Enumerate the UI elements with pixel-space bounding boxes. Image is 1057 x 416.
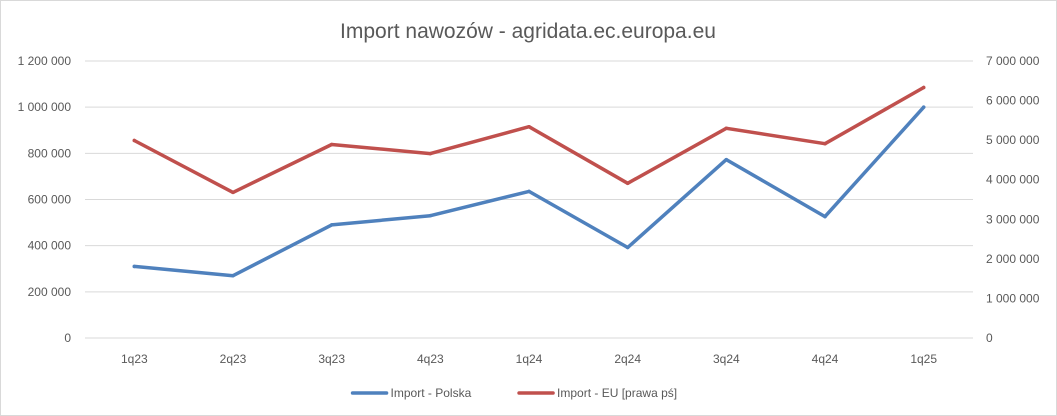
data-point-series-2 — [625, 181, 630, 186]
right-axis-tick-label: 5 000 000 — [986, 133, 1040, 147]
data-point-series-2 — [231, 190, 235, 195]
data-point-series-1 — [329, 223, 334, 227]
right-axis-tick-label: 7 000 000 — [986, 54, 1040, 68]
data-point-series-1 — [428, 213, 433, 218]
data-point-series-1 — [921, 105, 926, 109]
x-axis-tick-label: 2q24 — [614, 352, 641, 366]
data-point-series-1 — [823, 214, 827, 219]
left-axis-tick-label: 1 200 000 — [18, 54, 72, 68]
data-point-series-2 — [921, 85, 926, 90]
right-axis-tick-label: 2 000 000 — [986, 252, 1040, 266]
chart-title: Import nawozów - agridata.ec.europa.eu — [340, 20, 716, 43]
left-axis-tick-label: 400 000 — [28, 239, 72, 253]
right-axis-tick-label: 1 000 000 — [986, 291, 1040, 305]
data-point-series-2 — [132, 138, 137, 143]
left-axis-tick-labels: 0 200 000 400 000 600 000 800 000 1 000 000 1 … — [18, 54, 72, 345]
right-axis-tick-label: 4 000 000 — [986, 173, 1040, 187]
series-lines — [132, 85, 926, 278]
left-axis-tick-label: 600 000 — [28, 193, 72, 207]
series-line-2 — [132, 85, 926, 195]
legend-label-1: Import - Polska — [391, 386, 472, 400]
data-point-series-2 — [329, 142, 334, 147]
right-axis-tick-label: 6 000 000 — [986, 94, 1040, 108]
data-point-series-1 — [625, 245, 630, 250]
x-axis-tick-label: 1q24 — [516, 352, 543, 366]
left-axis-tick-label: 800 000 — [28, 146, 72, 160]
data-point-series-1 — [724, 157, 729, 162]
right-axis-tick-labels: 0 1 000 000 2 000 000 3 000 000 4 000 000 5 0… — [986, 54, 1040, 345]
x-axis-tick-label: 3q23 — [318, 352, 345, 366]
data-point-series-2 — [428, 151, 433, 156]
right-axis-tick-label: 3 000 000 — [986, 212, 1040, 226]
left-axis-tick-label: 0 — [64, 331, 71, 345]
x-axis-tick-label: 3q24 — [713, 352, 740, 366]
x-axis-tick-label: 4q23 — [417, 352, 444, 366]
x-axis-tick-label: 1q25 — [910, 352, 937, 366]
data-point-series-2 — [823, 141, 827, 146]
left-axis-tick-label: 200 000 — [28, 285, 72, 299]
x-axis-tick-label: 1q23 — [121, 352, 148, 366]
x-axis-tick-labels: 1q23 2q23 3q23 4q23 1q24 2q24 3q24 4q24 1q25 — [121, 352, 937, 366]
legend: Import - Polska Import - EU [prawa pś] — [350, 386, 677, 400]
gridlines — [85, 60, 973, 339]
left-axis-tick-label: 1 000 000 — [18, 100, 72, 114]
data-point-series-1 — [527, 189, 531, 194]
data-point-series-1 — [231, 273, 235, 278]
x-axis-tick-label: 2q23 — [220, 352, 247, 366]
data-point-series-2 — [527, 124, 531, 129]
right-axis-tick-label: 0 — [986, 331, 993, 345]
x-axis-tick-label: 4q24 — [812, 352, 839, 366]
data-point-series-2 — [724, 126, 729, 131]
legend-label-2: Import - EU [prawa pś] — [557, 386, 677, 400]
data-point-series-1 — [132, 264, 137, 269]
